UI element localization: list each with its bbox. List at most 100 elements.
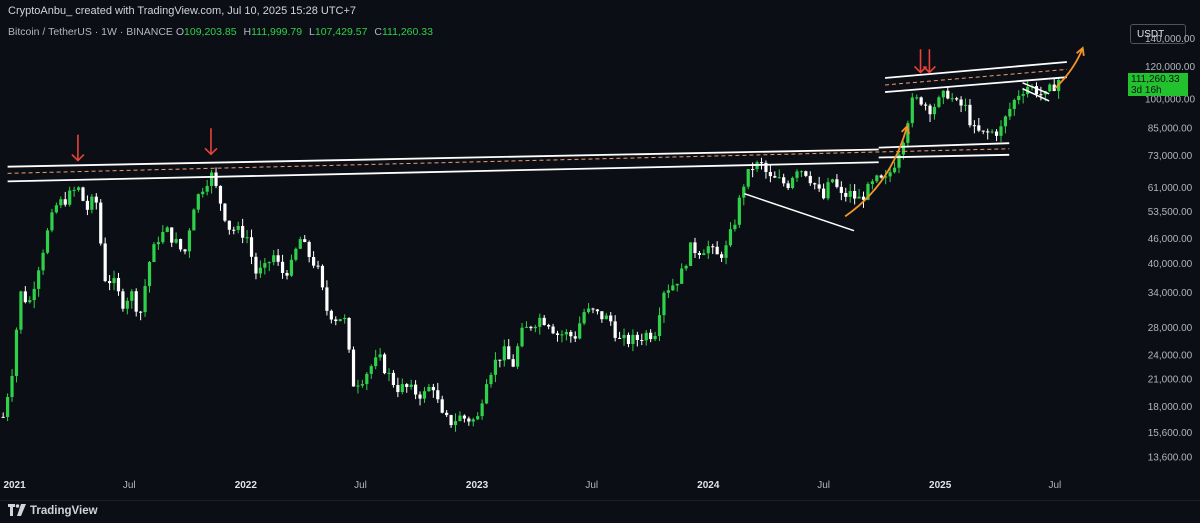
- candle: [1021, 87, 1025, 104]
- candle-body: [626, 334, 631, 345]
- last-price-tag: 111,260.33 3d 16h: [1128, 72, 1188, 96]
- candle: [999, 120, 1003, 142]
- candle-body: [573, 336, 577, 339]
- last-price-value: 111,260.33: [1131, 73, 1180, 85]
- candle: [817, 176, 821, 192]
- candle-body: [680, 268, 684, 284]
- candle: [609, 311, 613, 326]
- candle: [946, 87, 950, 100]
- candle: [1008, 102, 1012, 120]
- price-chart[interactable]: 140,000.00 120,000.00 100,000.00 85,000.00 7…: [0, 0, 1200, 500]
- candle: [697, 250, 702, 259]
- candle-body: [857, 196, 861, 199]
- candle: [325, 280, 329, 316]
- candle-body: [897, 154, 901, 168]
- candle: [706, 240, 710, 259]
- candle-body: [649, 332, 653, 340]
- candle-body: [977, 125, 981, 131]
- red-down-arrow-icon: [922, 49, 936, 74]
- candle: [161, 225, 165, 245]
- candle-body: [218, 185, 223, 204]
- candle: [662, 290, 666, 323]
- candle-body: [560, 334, 564, 336]
- candle: [884, 170, 888, 185]
- price-tick-label: 61,000.00: [1148, 183, 1193, 194]
- resistance-line: [878, 142, 1010, 149]
- candle-body: [950, 98, 954, 100]
- candle-body: [640, 339, 644, 341]
- candle-body: [453, 421, 458, 426]
- candle: [351, 346, 356, 387]
- tradingview-logo[interactable]: TradingView: [8, 504, 98, 517]
- candle-body: [861, 196, 866, 200]
- candle: [516, 343, 520, 370]
- candle: [746, 169, 750, 190]
- candle: [1057, 77, 1061, 99]
- candle: [112, 270, 116, 291]
- candle: [245, 230, 249, 244]
- candle-body: [338, 319, 342, 322]
- candle: [986, 128, 990, 140]
- candle-body: [187, 230, 192, 252]
- candle-body: [99, 202, 103, 244]
- candle-body: [112, 278, 116, 284]
- currency-button[interactable]: USDT: [1130, 24, 1186, 44]
- candle-body: [68, 190, 72, 205]
- candle: [586, 303, 591, 314]
- candle: [329, 309, 333, 324]
- candle: [666, 284, 670, 298]
- candle: [276, 249, 280, 266]
- candle-body: [946, 90, 950, 99]
- candle: [963, 98, 968, 112]
- candle: [81, 186, 85, 202]
- candle: [19, 290, 23, 334]
- candle-body: [870, 181, 874, 184]
- candle-body: [37, 270, 41, 289]
- price-tick-label: 34,000.00: [1148, 288, 1193, 299]
- candle-body: [702, 253, 706, 255]
- candle-body: [657, 315, 662, 336]
- candle-body: [484, 384, 489, 404]
- candle-body: [888, 172, 892, 177]
- candle-body: [835, 179, 839, 187]
- candle: [280, 254, 285, 279]
- candle-body: [1052, 84, 1056, 91]
- time-tick-label: Jul: [354, 480, 367, 491]
- candle-body: [586, 308, 591, 313]
- candle-body: [489, 374, 493, 385]
- candle-body: [790, 177, 795, 189]
- candle: [267, 261, 271, 272]
- price-axis: 140,000.00 120,000.00 100,000.00 85,000.00 7…: [1145, 34, 1195, 463]
- candle: [449, 414, 453, 428]
- candle: [671, 278, 675, 292]
- candle: [223, 203, 227, 223]
- candle: [569, 329, 573, 343]
- candle-body: [555, 333, 560, 335]
- candle-body: [520, 327, 524, 347]
- candle-body: [312, 257, 316, 266]
- candle-body: [764, 162, 768, 173]
- candle: [502, 339, 506, 367]
- candle: [201, 187, 205, 198]
- candle: [453, 413, 458, 432]
- candle: [187, 228, 192, 258]
- candle: [59, 196, 63, 209]
- candle-body: [1021, 94, 1025, 96]
- candle-body: [808, 175, 812, 184]
- candle-body: [139, 311, 143, 313]
- candle-body: [210, 172, 214, 186]
- candle: [782, 173, 786, 187]
- candle: [542, 315, 546, 326]
- candle-body: [298, 239, 302, 249]
- candle-body: [369, 366, 373, 374]
- candle: [90, 194, 94, 214]
- candle: [591, 307, 595, 314]
- candle-body: [600, 311, 604, 320]
- candle-body: [502, 346, 506, 361]
- candle: [338, 318, 342, 322]
- candle-body: [272, 255, 276, 263]
- candle: [937, 95, 941, 109]
- price-tick-label: 28,000.00: [1148, 323, 1193, 334]
- candle-body: [928, 105, 932, 115]
- candle-body: [165, 227, 169, 232]
